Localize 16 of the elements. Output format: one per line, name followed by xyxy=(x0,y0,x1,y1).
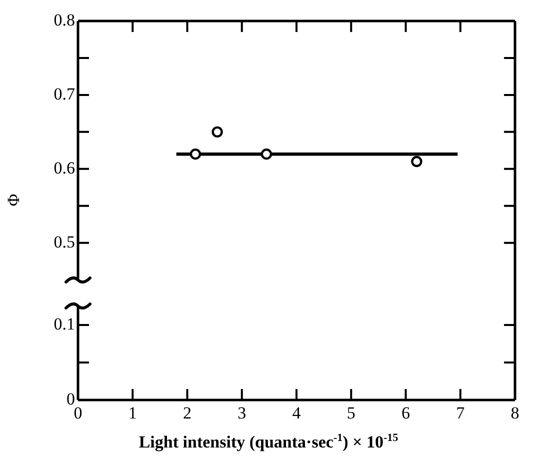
x-tick-label: 8 xyxy=(510,404,520,423)
x-tick-label: 5 xyxy=(346,404,356,423)
x-tick-label: 3 xyxy=(238,404,246,423)
x-tick-label: 6 xyxy=(402,404,410,423)
x-axis-title: Light intensity (quanta·sec$^{-1}$) × 10$^{-15}$ xyxy=(138,432,400,453)
y-tick-label: 0.5 xyxy=(54,232,75,252)
x-tick-label: 7 xyxy=(456,404,466,423)
x-tick-label: 4 xyxy=(292,404,302,423)
y-tick-label: 0 xyxy=(66,389,75,408)
y-tick-label: 0.7 xyxy=(54,84,76,104)
x-tick-label: 1 xyxy=(128,404,137,423)
y-tick-label: 0.6 xyxy=(54,158,75,178)
y-tick-label: 0.1 xyxy=(54,314,75,334)
y-axis-title: Φ xyxy=(4,194,24,206)
x-tick-label: 2 xyxy=(183,404,192,423)
y-tick-label: 0.8 xyxy=(54,10,75,30)
